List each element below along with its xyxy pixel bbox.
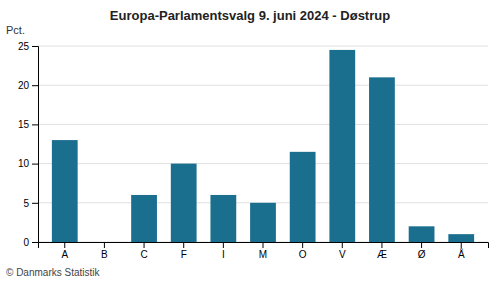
x-axis-line [39, 243, 489, 249]
y-tick-label: 0 [23, 237, 29, 248]
y-axis-line [32, 47, 39, 243]
x-tick: Å [458, 242, 465, 260]
y-tick: 20 [18, 80, 38, 91]
bar [92, 242, 118, 243]
y-axis-title: Pct. [6, 24, 25, 36]
grid-line [38, 163, 488, 164]
y-tick-mark [32, 124, 38, 125]
y-tick: 15 [18, 119, 38, 130]
bar [52, 140, 78, 242]
x-tick: C [140, 242, 147, 260]
y-tick-label: 20 [18, 80, 30, 91]
y-tick: 10 [18, 158, 38, 169]
grid-line [38, 85, 488, 86]
x-axis: ABCFIMOVÆØÅ [39, 242, 489, 260]
y-tick-label: 10 [18, 158, 30, 169]
x-tick-label: O [299, 249, 307, 260]
y-axis: 0 5 10 15 20 25 [18, 41, 39, 248]
x-tick-label: I [222, 249, 225, 260]
x-tick: V [339, 242, 346, 260]
x-tick-label: C [140, 249, 147, 260]
x-tick-mark [302, 242, 303, 248]
y-tick: 5 [23, 198, 38, 209]
x-tick-label: F [181, 249, 187, 260]
x-tick-label: V [339, 249, 346, 260]
bars [52, 50, 474, 242]
bar [329, 50, 355, 242]
bar [171, 164, 197, 242]
bar [369, 77, 395, 242]
x-tick: Ø [418, 242, 426, 260]
x-tick: B [101, 242, 108, 260]
x-tick: F [181, 242, 187, 260]
y-tick-mark [32, 85, 38, 86]
x-tick: M [259, 242, 267, 260]
bar [290, 152, 316, 242]
y-tick-label: 15 [18, 119, 30, 130]
y-tick-label: 25 [18, 41, 30, 52]
x-tick: Æ [377, 242, 387, 260]
x-tick-label: Ø [418, 249, 426, 260]
x-tick-mark [381, 242, 382, 248]
grid-line [38, 124, 488, 125]
x-tick-label: Æ [377, 249, 387, 260]
footer: © Danmarks Statistik [6, 267, 101, 278]
bar [409, 226, 435, 242]
y-tick-mark [32, 203, 38, 204]
y-tick-mark [32, 164, 38, 165]
x-tick-label: Å [458, 248, 465, 260]
x-tick: I [222, 242, 225, 260]
x-tick-mark [144, 242, 145, 248]
x-tick-mark [64, 242, 65, 248]
x-tick-mark [421, 242, 422, 248]
bar [448, 234, 474, 242]
x-tick-label: M [259, 249, 267, 260]
y-tick: 25 [18, 41, 38, 52]
grid [38, 46, 488, 242]
title: Europa-Parlamentsvalg 9. juni 2024 - Døs… [110, 8, 390, 23]
x-tick-label: B [101, 249, 108, 260]
chart: 0 5 10 15 20 25 A B C F I M O V Æ Ø Å Europa-Parlamentsva… [0, 0, 500, 282]
y-tick-mark [32, 46, 38, 47]
x-tick-mark [263, 242, 264, 248]
bar [250, 203, 276, 242]
grid-line [38, 46, 488, 47]
x-tick: A [61, 242, 68, 260]
y-tick-mark [32, 242, 38, 243]
x-tick: O [299, 242, 307, 260]
bar [210, 195, 236, 242]
x-tick-mark [342, 242, 343, 248]
plot: 0 5 10 15 20 25 A B C F I M O V Æ Ø Å [18, 41, 489, 260]
y-tick: 0 [23, 237, 38, 248]
x-tick-mark [104, 242, 105, 248]
bar [131, 195, 157, 242]
x-tick-mark [461, 242, 462, 248]
x-tick-label: A [61, 249, 68, 260]
x-tick-mark [183, 242, 184, 248]
y-tick-label: 5 [23, 198, 29, 209]
x-tick-mark [223, 242, 224, 248]
